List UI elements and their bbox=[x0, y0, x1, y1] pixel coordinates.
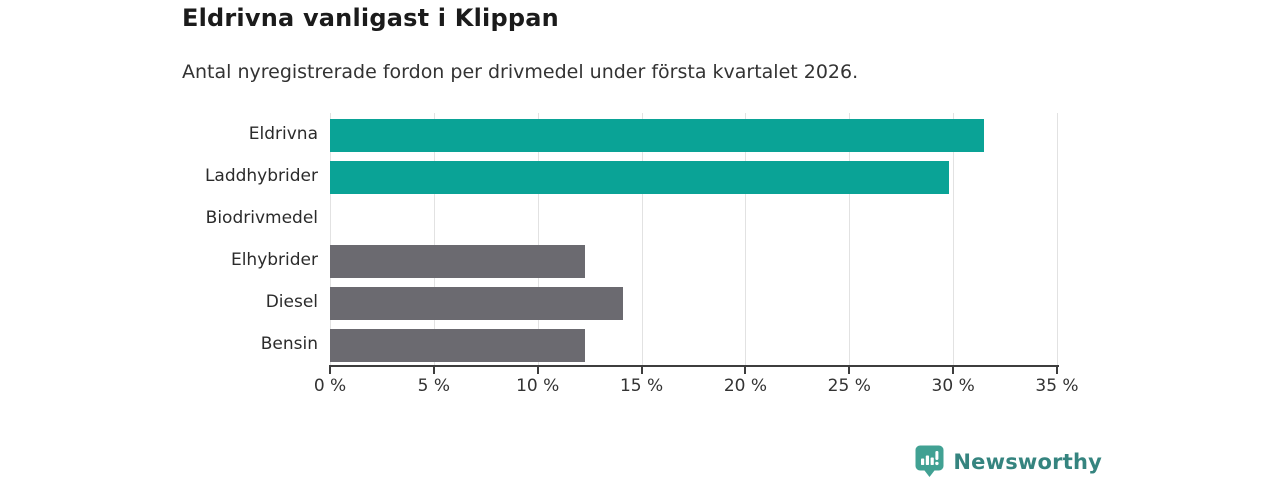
gridline bbox=[641, 113, 643, 366]
axis-tick bbox=[329, 367, 331, 374]
brand-footer: Newsworthy bbox=[915, 445, 1102, 478]
axis-tick-label: 0 % bbox=[313, 376, 347, 396]
axis-tick-label: 5 % bbox=[417, 376, 451, 396]
bar-diesel bbox=[330, 287, 623, 320]
gridline bbox=[953, 113, 955, 366]
axis-tick bbox=[640, 367, 643, 374]
plot-area bbox=[330, 113, 1058, 366]
category-label: Elhybrider bbox=[230, 250, 318, 270]
axis-tick-label: 35 % bbox=[1035, 376, 1079, 396]
axis-tick-label: 30 % bbox=[931, 376, 975, 396]
axis-tick bbox=[744, 367, 747, 374]
bar-laddhybrider bbox=[330, 161, 949, 194]
axis-tick bbox=[848, 367, 851, 374]
axis-tick-label: 10 % bbox=[516, 376, 560, 396]
axis-tick bbox=[536, 367, 539, 374]
bar-eldrivna bbox=[330, 119, 985, 152]
category-label: Laddhybrider bbox=[204, 166, 318, 186]
axis-tick-label: 20 % bbox=[723, 376, 768, 396]
category-label: Bensin bbox=[260, 334, 318, 354]
gridline bbox=[849, 113, 851, 366]
x-axis-line bbox=[329, 365, 1059, 367]
bar-elhybrider bbox=[330, 245, 586, 278]
axis-tick bbox=[1056, 367, 1058, 374]
bar-bensin bbox=[330, 329, 586, 362]
brand-name: Newsworthy bbox=[953, 449, 1102, 474]
gridline bbox=[1057, 113, 1058, 366]
gridline bbox=[745, 113, 747, 366]
axis-tick-label: 15 % bbox=[619, 376, 664, 396]
gridline bbox=[330, 113, 331, 366]
category-label: Eldrivna bbox=[248, 124, 318, 144]
axis-tick bbox=[952, 367, 955, 374]
bar-chart: Eldrivna Laddhybrider Biodrivmedel Elhybrid… bbox=[0, 113, 1079, 403]
chart-title: Eldrivna vanligast i Klippan bbox=[182, 4, 559, 32]
axis-tick bbox=[432, 367, 435, 374]
category-label: Biodrivmedel bbox=[205, 208, 318, 228]
gridline bbox=[433, 113, 435, 366]
axis-tick-label: 25 % bbox=[827, 376, 871, 396]
category-label: Diesel bbox=[265, 292, 318, 312]
chart-subtitle: Antal nyregistrerade fordon per drivmede… bbox=[182, 61, 859, 83]
gridline bbox=[537, 113, 539, 366]
newsworthy-logo-icon bbox=[915, 445, 944, 477]
category-labels: Eldrivna Laddhybrider Biodrivmedel Elhybrid… bbox=[0, 113, 318, 366]
